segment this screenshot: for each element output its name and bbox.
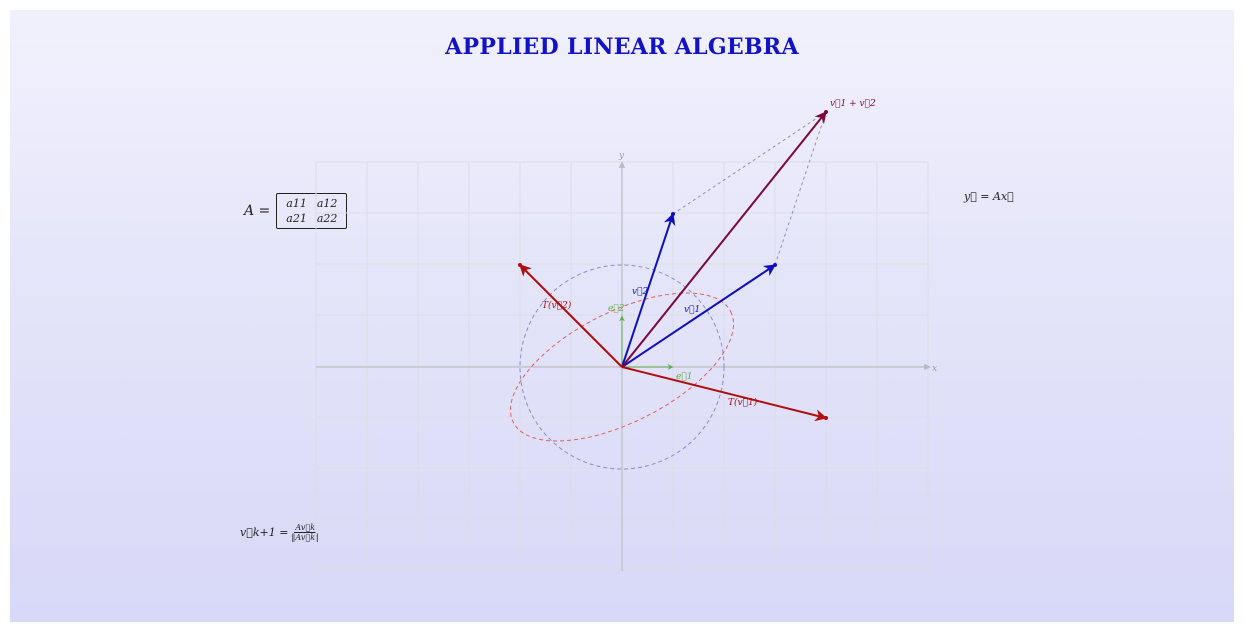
power-iteration-equation: v⃗k+1 = Av⃗k ‖Av⃗k‖ bbox=[240, 523, 319, 542]
matrix-entry: a21 bbox=[286, 212, 307, 225]
vector-label-e2: e⃗2 bbox=[608, 304, 625, 314]
matrix-entry: a11 bbox=[286, 197, 307, 210]
power-numerator: Av⃗k bbox=[294, 523, 317, 533]
vector-label-Tv1: T(v⃗1) bbox=[728, 397, 758, 408]
matrix-entry: a22 bbox=[316, 212, 338, 225]
vector-v1v2 bbox=[621, 111, 827, 368]
vector-label-v1: v⃗1 bbox=[684, 305, 700, 315]
matrix-brackets: a11 a12 a21 a22 bbox=[276, 193, 348, 229]
page-title: APPLIED LINEAR ALGEBRA bbox=[445, 34, 799, 60]
power-fraction: Av⃗k ‖Av⃗k‖ bbox=[291, 523, 319, 542]
vector-tip-v2 bbox=[671, 212, 675, 216]
vector-tip-Tv1 bbox=[824, 416, 828, 420]
parallelogram-guide bbox=[672, 111, 827, 215]
matrix-entry: a12 bbox=[316, 197, 338, 210]
vector-Tv2 bbox=[519, 264, 623, 368]
vector-label-Tv2: T(v⃗2) bbox=[542, 300, 572, 311]
y-axis-label: y bbox=[618, 151, 625, 161]
parallelogram-guide bbox=[774, 111, 827, 266]
power-denominator: ‖Av⃗k‖ bbox=[291, 533, 320, 542]
vector-v2 bbox=[621, 212, 676, 368]
matrix-table: a11 a12 a21 a22 bbox=[281, 196, 342, 226]
vector-tip-Tv2 bbox=[518, 263, 522, 267]
unit-circle bbox=[519, 264, 725, 470]
transformed-ellipse bbox=[509, 292, 735, 442]
power-lhs: v⃗k+1 = bbox=[240, 526, 289, 539]
linear-map-equation: y⃗ = Ax⃗ bbox=[964, 190, 1014, 203]
vector-tip-v1 bbox=[773, 263, 777, 267]
vector-label-v1v2: v⃗1 + v⃗2 bbox=[830, 99, 876, 109]
matrix-definition: A = a11 a12 a21 a22 bbox=[244, 193, 348, 229]
vector-label-e1: e⃗1 bbox=[676, 372, 692, 382]
vector-tip-v1v2 bbox=[824, 110, 828, 114]
vector-Tv1 bbox=[621, 366, 828, 422]
vector-v1 bbox=[621, 264, 776, 368]
matrix-lhs: A = bbox=[244, 203, 271, 219]
vector-label-v2: v⃗2 bbox=[632, 287, 648, 297]
x-axis-label: x bbox=[932, 364, 937, 374]
